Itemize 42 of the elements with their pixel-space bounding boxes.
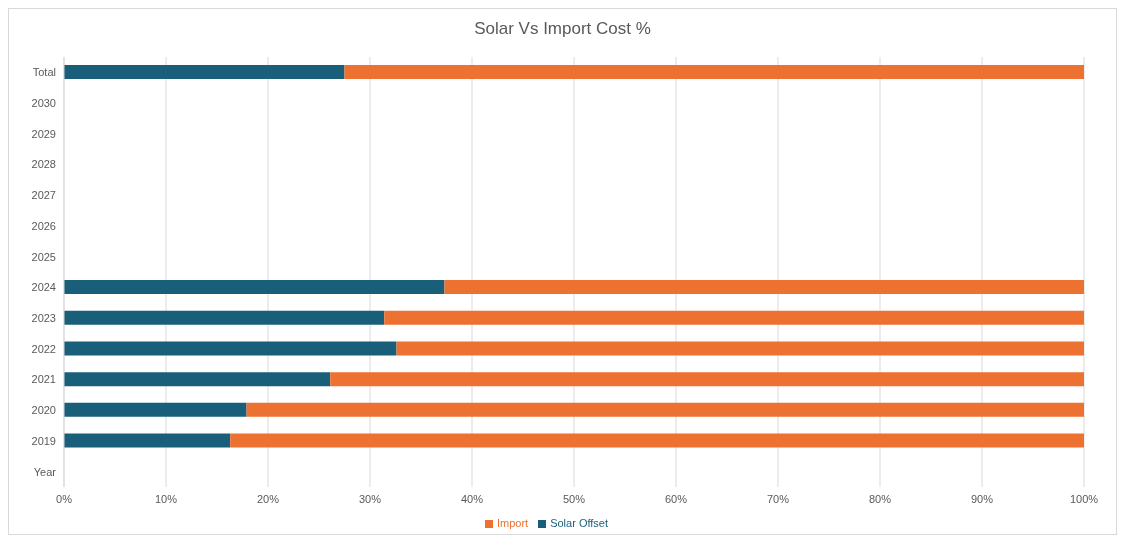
x-tick-label: 30% [358, 492, 382, 505]
y-tick-label: 2027 [31, 189, 56, 202]
y-tick-label: Year [33, 465, 57, 478]
chart-title: Solar Vs Import Cost % [473, 18, 652, 40]
x-tick-label: 10% [154, 492, 178, 505]
bar [396, 341, 1084, 356]
y-tick-label: 2026 [31, 219, 56, 232]
bar [230, 433, 1084, 448]
bar [384, 310, 1084, 325]
bar [64, 280, 445, 294]
bar [344, 65, 1084, 79]
x-tick-label: 90% [970, 492, 994, 505]
x-tick-label: 60% [664, 492, 688, 505]
x-tick-label: 80% [868, 492, 892, 505]
y-tick-label: 2021 [31, 373, 56, 386]
bar [64, 402, 247, 417]
legend-label: Import [496, 517, 529, 529]
y-tick-label: 2028 [31, 158, 56, 171]
y-tick-label: 2019 [31, 434, 56, 447]
bar [64, 310, 385, 325]
bar [64, 372, 331, 387]
y-tick-label: 2025 [31, 250, 56, 263]
bar [64, 341, 397, 356]
bar [64, 433, 231, 448]
y-tick-label: 2022 [31, 342, 56, 355]
y-tick-label: Total [32, 66, 56, 79]
y-tick-label: 2020 [31, 404, 56, 417]
x-tick-label: 70% [766, 492, 790, 505]
y-tick-label: 2024 [31, 281, 56, 294]
x-tick-label: 20% [256, 492, 280, 505]
bar [330, 372, 1084, 387]
x-tick-label: 40% [460, 492, 484, 505]
x-tick-label: 0% [56, 492, 73, 505]
y-tick-label: 2029 [31, 127, 56, 140]
legend-label: Solar Offset [550, 517, 609, 529]
y-tick-label: 2030 [31, 96, 56, 109]
bar [444, 280, 1084, 294]
x-tick-label: 50% [562, 492, 586, 505]
bar [64, 65, 345, 79]
y-tick-label: 2023 [31, 311, 56, 324]
bar [246, 402, 1084, 417]
x-tick-label: 100% [1069, 492, 1099, 505]
